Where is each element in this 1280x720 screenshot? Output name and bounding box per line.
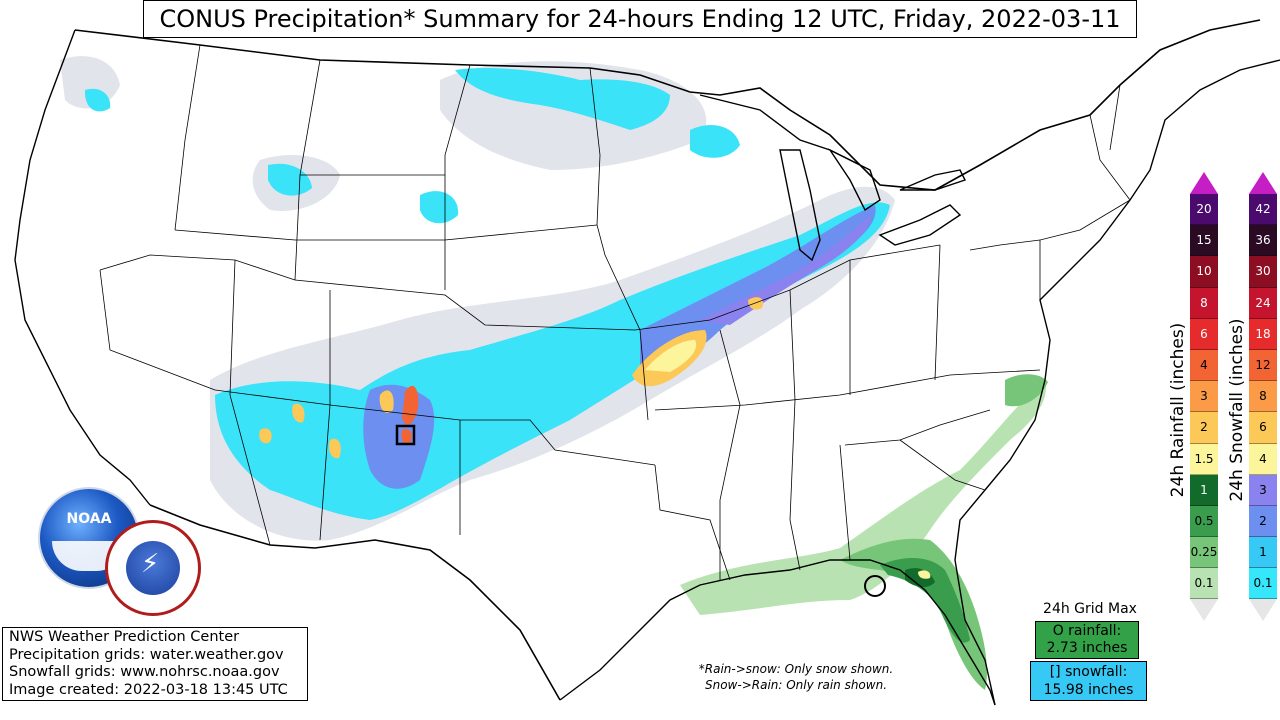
snowfall-legend-label: 24h Snowfall (inches) [1227,318,1247,502]
rainfall-legend-level: 0.25 [1190,537,1218,569]
snowfall-legend-level: 36 [1249,225,1277,257]
info-line: Snowfall grids: www.nohrsc.noaa.gov [9,664,280,680]
grid-max-snow-value: 15.98 inches [1043,682,1134,698]
snowfall-legend-top-arrow [1249,172,1277,194]
rainfall-legend-level: 1 [1190,474,1218,506]
snowfall-legend-bottom-arrow [1249,599,1277,622]
rainfall-legend-level: 3 [1190,381,1218,413]
grid-max-snow-label: [] snowfall: [1049,664,1128,680]
coastlines [14,29,1280,706]
nws-logo: ⚡ [105,520,201,616]
transition-note: *Rain->snow: Only snow shown. Snow->Rain… [640,661,952,693]
rainfall-legend-level: 2 [1190,412,1218,444]
grid-max-rainfall: O rainfall: 2.73 inches [1035,621,1139,659]
rainfall-legend-top-arrow [1190,172,1218,194]
rainfall-legend-label: 24h Rainfall (inches) [1168,322,1188,498]
snowfall-legend-level: 2 [1249,505,1277,538]
snowfall-color-bar: 42 36 30 24 18 12 8 6 4 3 2 1 0.1 [1249,172,1277,622]
snowfall-legend-level: 4 [1249,443,1277,475]
grid-max-snowfall: [] snowfall: 15.98 inches [1030,661,1147,701]
snowfall-legend-level: 24 [1249,287,1277,319]
rainfall-legend-level: 8 [1190,287,1218,319]
info-line: Precipitation grids: water.weather.gov [9,646,284,663]
snowfall-legend-level: 3 [1249,474,1277,506]
snowfall-legend-level: 30 [1249,256,1277,288]
rainfall-max-marker [864,575,886,597]
rainfall-legend-bottom-arrow [1190,599,1218,622]
page-title: CONUS Precipitation* Summary for 24-hour… [143,0,1137,38]
grid-max-rain-value: 2.73 inches [1046,640,1128,656]
rainfall-legend-level: 4 [1190,349,1218,382]
snowfall-legend-level: 6 [1249,412,1277,444]
snowfall-legend-level: 8 [1249,381,1277,413]
rainfall-legend-level: 20 [1190,194,1218,226]
rainfall-legend-level: 0.5 [1190,505,1218,538]
info-line: NWS Weather Prediction Center [9,629,240,645]
rainfall-legend-level: 6 [1190,318,1218,350]
snowfall-legend-level: 18 [1249,318,1277,350]
national-borders [74,19,1261,701]
snowfall-legend-level: 1 [1249,537,1277,569]
state-borders [99,44,1131,581]
snowfall-legend-level: 42 [1249,194,1277,226]
snowfall-max-marker [395,424,416,446]
rainfall-legend-level: 0.1 [1190,568,1218,600]
rainfall-legend-level: 10 [1190,256,1218,288]
grid-max-title: 24h Grid Max [1043,601,1137,617]
rainfall-legend-level: 1.5 [1190,443,1218,475]
snowfall-legend-level: 12 [1249,349,1277,382]
grid-max-rain-label: O rainfall: [1052,623,1122,639]
info-line: Image created: 2022-03-18 13:45 UTC [9,681,288,698]
note-line: *Rain->snow: Only snow shown. [698,662,894,676]
note-line: Snow->Rain: Only rain shown. [704,678,888,692]
snowfall-overlay [60,56,895,541]
info-box: NWS Weather Prediction Center Precipitat… [2,627,308,701]
rainfall-color-bar: 20 15 10 8 6 4 3 2 1.5 1 0.5 0.25 0.1 [1190,172,1218,622]
snowfall-legend-level: 0.1 [1249,568,1277,600]
rainfall-overlay [680,374,1048,690]
rainfall-legend-level: 15 [1190,225,1218,257]
